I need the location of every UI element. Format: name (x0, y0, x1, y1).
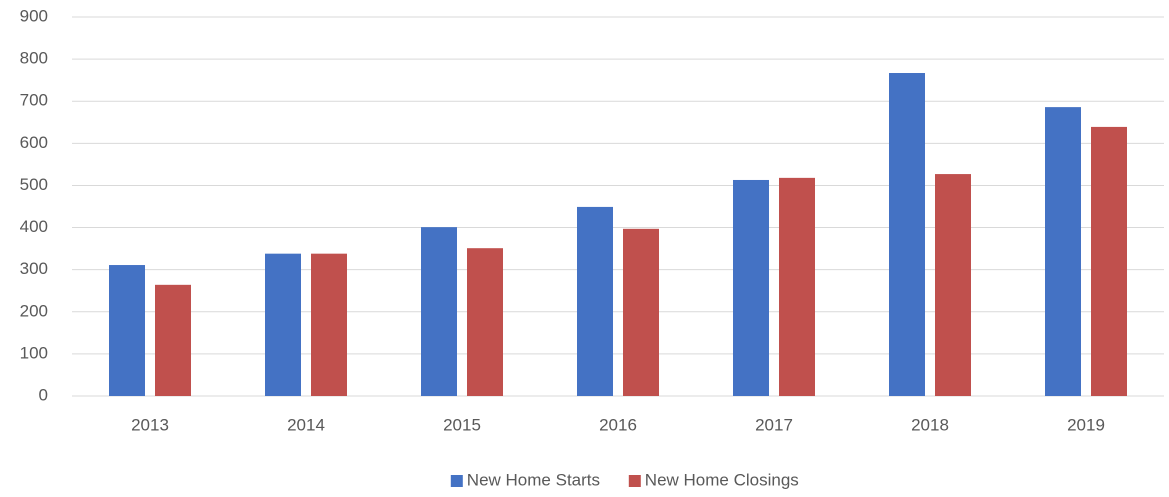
y-tick-label: 100 (20, 343, 48, 362)
y-tick-label: 800 (20, 49, 48, 68)
y-tick-label: 600 (20, 133, 48, 152)
bar (577, 206, 613, 396)
y-tick-label: 200 (20, 301, 48, 320)
legend-swatch (450, 475, 463, 487)
legend-label: New Home Closings (645, 470, 799, 489)
legend-label: New Home Starts (467, 470, 600, 489)
bar (1045, 107, 1081, 397)
x-tick-label: 2018 (911, 415, 949, 434)
y-tick-label: 300 (20, 259, 48, 278)
bar (265, 253, 301, 396)
y-tick-label: 0 (39, 385, 48, 404)
bar (779, 177, 815, 396)
bar (421, 227, 457, 396)
bar (109, 265, 145, 396)
x-tick-label: 2017 (755, 415, 793, 434)
bar (733, 179, 769, 396)
y-tick-label: 700 (20, 91, 48, 110)
bar (155, 284, 191, 396)
bar (935, 174, 971, 396)
bar (889, 73, 925, 396)
bar (311, 253, 347, 396)
y-tick-label: 400 (20, 217, 48, 236)
x-tick-label: 2013 (131, 415, 169, 434)
legend-swatch (628, 475, 641, 487)
x-tick-label: 2019 (1067, 415, 1105, 434)
bar (467, 248, 503, 396)
y-tick-label: 900 (20, 6, 48, 25)
bar (623, 228, 659, 396)
bar (1091, 126, 1127, 396)
x-tick-label: 2014 (287, 415, 325, 434)
x-tick-label: 2016 (599, 415, 637, 434)
y-tick-label: 500 (20, 175, 48, 194)
x-tick-label: 2015 (443, 415, 481, 434)
